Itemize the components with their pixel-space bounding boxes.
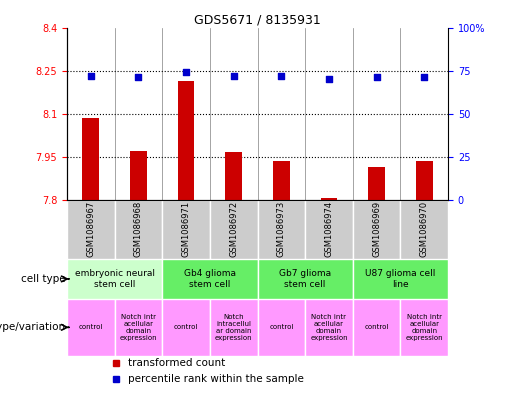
FancyBboxPatch shape (258, 299, 305, 356)
Text: GSM1086968: GSM1086968 (134, 201, 143, 257)
Text: Notch
intracellul
ar domain
expression: Notch intracellul ar domain expression (215, 314, 252, 341)
Text: Notch intr
acellular
domain
expression: Notch intr acellular domain expression (310, 314, 348, 341)
Text: cell type: cell type (21, 274, 66, 284)
FancyBboxPatch shape (67, 200, 114, 259)
Point (134, 74, 143, 81)
Point (230, 73, 238, 79)
Text: Notch intr
acellular
domain
expression: Notch intr acellular domain expression (119, 314, 157, 341)
FancyBboxPatch shape (305, 200, 353, 259)
Text: control: control (365, 324, 389, 331)
FancyBboxPatch shape (353, 299, 401, 356)
Text: transformed count: transformed count (128, 358, 225, 368)
Bar (416, 161, 433, 200)
FancyBboxPatch shape (67, 299, 114, 356)
FancyBboxPatch shape (162, 299, 210, 356)
FancyBboxPatch shape (401, 299, 448, 356)
Point (87, 73, 95, 79)
Text: Notch intr
acellular
domain
expression: Notch intr acellular domain expression (405, 314, 443, 341)
Text: Gb7 glioma
stem cell: Gb7 glioma stem cell (279, 269, 331, 288)
FancyBboxPatch shape (210, 200, 258, 259)
Text: GSM1086967: GSM1086967 (87, 201, 95, 257)
Text: Gb4 glioma
stem cell: Gb4 glioma stem cell (184, 269, 236, 288)
FancyBboxPatch shape (353, 259, 448, 299)
Text: percentile rank within the sample: percentile rank within the sample (128, 374, 304, 384)
Text: genotype/variation: genotype/variation (0, 322, 66, 332)
Point (182, 69, 190, 75)
FancyBboxPatch shape (258, 200, 305, 259)
Point (372, 74, 381, 81)
FancyBboxPatch shape (114, 299, 162, 356)
Bar (226, 152, 242, 200)
Text: GSM1086969: GSM1086969 (372, 201, 381, 257)
Bar (82, 118, 99, 200)
Title: GDS5671 / 8135931: GDS5671 / 8135931 (194, 13, 321, 26)
FancyBboxPatch shape (67, 259, 162, 299)
FancyBboxPatch shape (210, 299, 258, 356)
Text: GSM1086970: GSM1086970 (420, 201, 428, 257)
Text: control: control (174, 324, 198, 331)
Point (325, 76, 333, 82)
FancyBboxPatch shape (258, 259, 353, 299)
Text: GSM1086971: GSM1086971 (182, 201, 191, 257)
Text: embryonic neural
stem cell: embryonic neural stem cell (75, 269, 154, 288)
FancyBboxPatch shape (162, 200, 210, 259)
FancyBboxPatch shape (305, 299, 353, 356)
Point (420, 74, 428, 81)
Bar (273, 161, 289, 200)
Bar (130, 151, 147, 200)
FancyBboxPatch shape (162, 259, 258, 299)
Text: U87 glioma cell
line: U87 glioma cell line (365, 269, 436, 288)
Point (277, 73, 285, 79)
FancyBboxPatch shape (353, 200, 401, 259)
Text: GSM1086973: GSM1086973 (277, 201, 286, 257)
Bar (368, 167, 385, 200)
Text: GSM1086972: GSM1086972 (229, 201, 238, 257)
FancyBboxPatch shape (114, 200, 162, 259)
Text: control: control (269, 324, 294, 331)
Bar (178, 81, 194, 200)
Text: GSM1086974: GSM1086974 (324, 201, 333, 257)
Text: control: control (79, 324, 103, 331)
FancyBboxPatch shape (401, 200, 448, 259)
Bar (321, 198, 337, 200)
